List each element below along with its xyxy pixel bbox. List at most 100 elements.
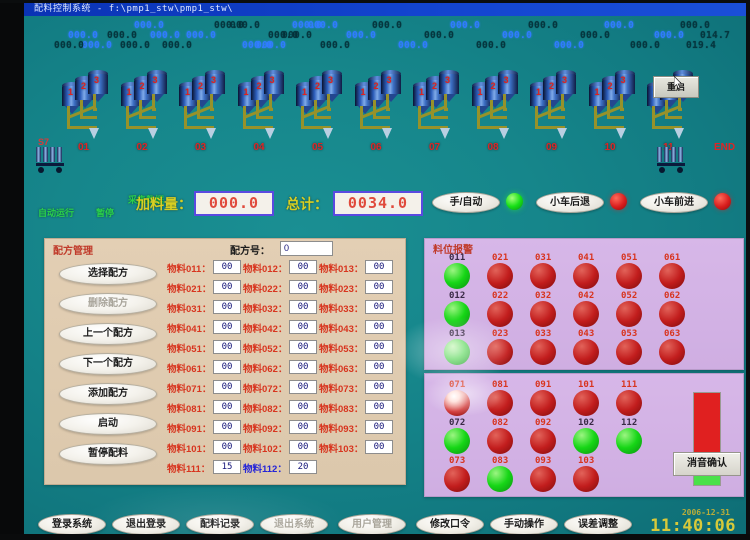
material-value-input[interactable]: 00 [213,400,241,414]
recipe-button-4[interactable]: 下一个配方 [59,353,157,375]
alarm-lamp[interactable] [616,390,642,416]
alarm-lamp[interactable] [530,428,556,454]
recipe-button-1[interactable]: 选择配方 [59,263,157,285]
reset-button[interactable]: 重启 [653,76,699,98]
alarm-lamp[interactable] [573,301,599,327]
material-value-input[interactable]: 00 [289,300,317,314]
toolbar-button-7[interactable]: 手动操作 [490,514,558,534]
material-value-input[interactable]: 00 [365,280,393,294]
toolbar-button-2[interactable]: 退出登录 [112,514,180,534]
alarm-lamp[interactable] [616,428,642,454]
material-value-input[interactable]: 00 [213,360,241,374]
material-value-input[interactable]: 20 [289,460,317,474]
material-value-input[interactable]: 00 [213,440,241,454]
alarm-lamp[interactable] [573,263,599,289]
alarm-lamp[interactable] [487,428,513,454]
alarm-lamp[interactable] [616,263,642,289]
material-value-input[interactable]: 00 [365,360,393,374]
alarm-lamp[interactable] [530,390,556,416]
alarm-lamp[interactable] [487,390,513,416]
recipe-no-input[interactable]: 0 [280,241,333,256]
material-value-input[interactable]: 00 [365,420,393,434]
material-value-input[interactable]: 00 [365,440,393,454]
silo[interactable]: 3 [263,70,284,102]
material-value-input[interactable]: 00 [289,440,317,454]
window-titlebar[interactable]: 配料控制系统 - f:\pmp1_stw\pmp1_stw\ [24,3,746,16]
silo[interactable]: 3 [614,70,635,102]
silo-cap [367,76,388,80]
material-value-input[interactable]: 00 [213,320,241,334]
material-value-input[interactable]: 00 [365,320,393,334]
alarm-lamp[interactable] [444,263,470,289]
alarm-lamp[interactable] [444,390,470,416]
alarm-lamp[interactable] [530,301,556,327]
alarm-lamp[interactable] [659,263,685,289]
alarm-ack-button[interactable]: 消音确认 [673,452,741,476]
material-value-input[interactable]: 00 [289,340,317,354]
silo[interactable]: 3 [322,70,342,102]
material-value-input[interactable]: 00 [213,280,241,294]
material-value-input[interactable]: 00 [289,380,317,394]
recipe-button-6[interactable]: 启动 [59,413,157,435]
material-value-input[interactable]: 00 [213,380,241,394]
alarm-lamp[interactable] [487,301,513,327]
alarm-lamp[interactable] [573,390,599,416]
material-value-input[interactable]: 00 [365,260,393,274]
toolbar-button-8[interactable]: 误差调整 [564,514,632,534]
material-value-input[interactable]: 00 [365,380,393,394]
alarm-lamp[interactable] [444,339,470,365]
material-value-input[interactable]: 00 [365,300,393,314]
material-value-input[interactable]: 15 [213,460,241,474]
silo[interactable]: 3 [88,70,108,102]
material-value-input[interactable]: 00 [289,420,317,434]
silo[interactable]: 3 [497,70,518,102]
alarm-lamp[interactable] [444,301,470,327]
manual-auto-button[interactable]: 手/自动 [432,192,500,213]
alarm-lamp[interactable] [659,301,685,327]
alarm-lamp-label: 112 [621,418,638,428]
cart-back-button[interactable]: 小车后退 [536,192,604,213]
material-value-input[interactable]: 00 [213,340,241,354]
silo-number: 1 [536,87,542,97]
silo[interactable]: 3 [205,70,225,102]
alarm-lamp[interactable] [530,466,556,492]
alarm-lamp[interactable] [616,339,642,365]
recipe-button-7[interactable]: 暂停配料 [59,443,157,465]
toolbar-button-1[interactable]: 登录系统 [38,514,106,534]
recipe-button-3[interactable]: 上一个配方 [59,323,157,345]
alarm-lamp[interactable] [444,428,470,454]
material-value-input[interactable]: 00 [289,320,317,334]
material-value-input[interactable]: 00 [365,400,393,414]
pipe-segment [652,126,682,129]
silo[interactable]: 3 [439,70,459,102]
transfer-cart-left[interactable] [36,147,64,173]
material-value-input[interactable]: 00 [289,260,317,274]
cart-forward-button[interactable]: 小车前进 [640,192,708,213]
toolbar-button-6[interactable]: 修改口令 [416,514,484,534]
transfer-cart-right[interactable] [657,147,685,173]
alarm-lamp[interactable] [573,466,599,492]
alarm-lamp[interactable] [530,263,556,289]
alarm-lamp[interactable] [487,466,513,492]
recipe-button-5[interactable]: 添加配方 [59,383,157,405]
alarm-lamp[interactable] [530,339,556,365]
material-value-input[interactable]: 00 [365,340,393,354]
alarm-lamp[interactable] [616,301,642,327]
material-value-input[interactable]: 00 [213,300,241,314]
material-value-input[interactable]: 00 [289,400,317,414]
alarm-lamp[interactable] [573,428,599,454]
alarm-lamp[interactable] [444,466,470,492]
material-value-input[interactable]: 00 [289,280,317,294]
alarm-lamp[interactable] [487,263,513,289]
material-value-input[interactable]: 00 [213,420,241,434]
material-value-input[interactable]: 00 [289,360,317,374]
silo[interactable]: 3 [380,70,401,102]
material-value-input[interactable]: 00 [213,260,241,274]
alarm-lamp[interactable] [659,339,685,365]
silo[interactable]: 3 [556,70,576,102]
alarm-lamp[interactable] [573,339,599,365]
silo[interactable]: 3 [146,70,167,102]
silo-group: 1 2 3 05 [296,66,352,158]
toolbar-button-3[interactable]: 配料记录 [186,514,254,534]
alarm-lamp[interactable] [487,339,513,365]
